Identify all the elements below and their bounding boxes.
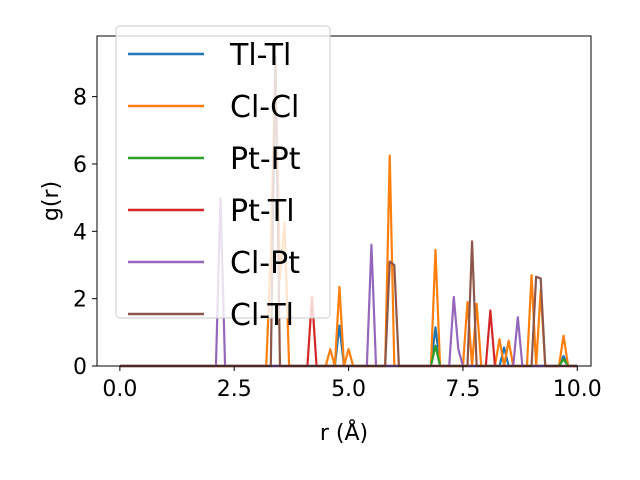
x-tick-label: 0.0 [102,377,137,402]
legend: Tl-Tl Cl-Cl Pt-Pt Pt-Tl Cl-Pt Cl-Tl [115,25,331,333]
x-tick-label: 2.5 [217,377,252,402]
legend-label: Cl-Tl [230,298,294,333]
legend-box [115,25,331,319]
y-tick-label: 8 [73,86,87,111]
y-tick-label: 2 [73,288,87,313]
x-axis-label: r (Å) [320,419,368,446]
x-tick-label: 7.5 [445,377,480,402]
y-tick-label: 4 [73,220,87,245]
legend-label: Pt-Tl [230,194,295,229]
x-axis: 0.0 2.5 5.0 7.5 10.0 [102,366,602,402]
y-axis: 0 2 4 6 8 [73,86,97,380]
legend-label: Cl-Cl [230,90,299,125]
y-tick-label: 6 [73,153,87,178]
x-tick-label: 10.0 [553,377,602,402]
y-tick-label: 0 [73,355,87,380]
legend-label: Pt-Pt [230,142,301,177]
legend-label: Tl-Tl [229,38,291,73]
x-tick-label: 5.0 [331,377,366,402]
y-axis-label: g(r) [39,181,64,221]
plot-frame [96,35,592,367]
legend-label: Cl-Pt [230,246,300,281]
